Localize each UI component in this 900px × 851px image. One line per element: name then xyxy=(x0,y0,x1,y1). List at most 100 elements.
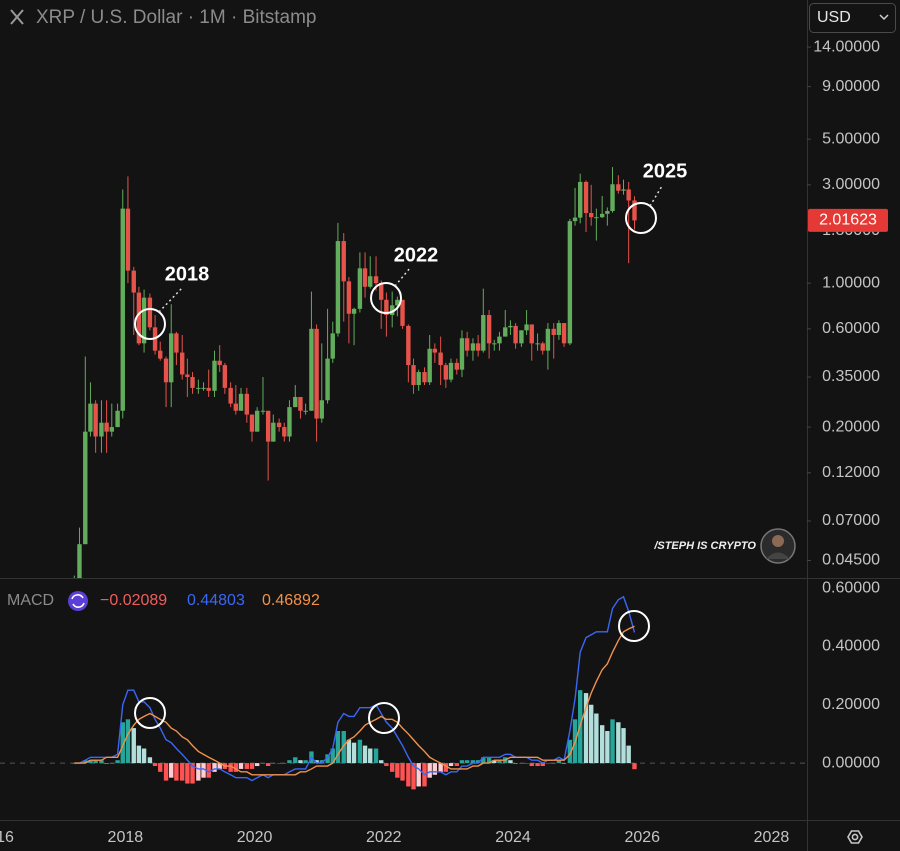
histogram-bar xyxy=(594,713,599,764)
candle-body xyxy=(88,403,93,432)
candle-body xyxy=(524,324,529,331)
histogram-bar xyxy=(244,763,250,769)
macd-value: 0.44803 xyxy=(187,592,245,609)
histogram-bar xyxy=(508,760,513,764)
histogram-bar xyxy=(83,760,88,764)
candle-body xyxy=(125,208,131,271)
settings-gear[interactable] xyxy=(847,830,863,844)
candle-body xyxy=(379,283,384,300)
histogram-bar xyxy=(616,722,621,764)
histogram-bar xyxy=(454,763,460,767)
candle-body xyxy=(578,181,583,218)
candle-body xyxy=(341,241,346,282)
histogram-bar xyxy=(104,763,109,764)
candle-body xyxy=(131,270,136,293)
axes: 14.000009.000005.000003.000001.800001.00… xyxy=(0,38,888,846)
candle-body xyxy=(486,315,492,344)
candle-body xyxy=(545,328,551,351)
candle-body xyxy=(158,350,163,359)
histogram-bar xyxy=(626,745,631,764)
candle-body xyxy=(406,325,411,366)
histogram-bar xyxy=(136,745,142,764)
candle-body xyxy=(626,189,631,201)
histogram-bar xyxy=(201,763,206,778)
y-tick-label: 1.00000 xyxy=(822,274,880,291)
y-tick-label: 0.20000 xyxy=(822,418,880,435)
histogram-bar xyxy=(621,728,626,764)
histogram-bar xyxy=(141,748,147,764)
annotation-leaders xyxy=(158,185,663,313)
candle-body xyxy=(254,410,260,432)
histogram-bar xyxy=(303,760,308,764)
close-button[interactable] xyxy=(10,9,24,25)
candle-body xyxy=(83,431,88,545)
histogram-bar xyxy=(400,763,405,781)
histogram-bar xyxy=(513,763,518,764)
y-tick-label: 0.60000 xyxy=(822,320,880,337)
candle-body xyxy=(481,315,486,351)
y-tick-label: 0.00000 xyxy=(822,754,880,771)
histogram-bar xyxy=(492,760,497,764)
histogram-bar xyxy=(190,763,195,784)
candle-body xyxy=(519,330,524,344)
annotation-circles xyxy=(134,202,657,734)
candle-body xyxy=(314,328,319,419)
candle-body xyxy=(319,400,324,419)
histogram-bar xyxy=(206,763,211,778)
candle-body xyxy=(238,393,244,411)
signal-line xyxy=(74,625,635,776)
candle-body xyxy=(416,372,421,386)
candle-body xyxy=(400,299,405,326)
candle-body xyxy=(508,325,513,328)
candle-body xyxy=(77,544,82,578)
candle-body xyxy=(513,325,518,344)
candle-body xyxy=(432,348,438,353)
candle-body xyxy=(115,410,120,428)
candle-body xyxy=(335,241,341,334)
histogram-bar xyxy=(169,763,174,778)
histogram-bar xyxy=(610,719,615,764)
candle-body xyxy=(475,343,481,351)
candle-body xyxy=(233,403,239,411)
candle-body xyxy=(556,323,562,335)
histogram-bar xyxy=(427,763,432,778)
histogram-bar xyxy=(293,757,298,764)
candle-body xyxy=(228,387,233,404)
candle-body xyxy=(605,210,610,214)
currency-dropdown[interactable]: USD xyxy=(809,3,896,33)
histogram-bar xyxy=(276,763,282,764)
candle-body xyxy=(325,358,330,401)
candle-body xyxy=(287,407,292,437)
candle-body xyxy=(368,276,373,287)
candle-body xyxy=(260,410,266,412)
candle-body xyxy=(470,343,476,351)
histogram-bar xyxy=(411,763,416,790)
histogram-bar xyxy=(319,760,324,764)
histogram-bar xyxy=(567,739,573,764)
candle-body xyxy=(303,410,308,412)
histogram-bar xyxy=(152,763,158,767)
histogram-bar xyxy=(233,763,239,772)
y-tick-label: 0.60000 xyxy=(822,579,880,596)
histogram-bar xyxy=(464,760,470,764)
candle-body xyxy=(567,221,573,344)
y-tick-label: 3.00000 xyxy=(822,176,880,193)
histogram-bar xyxy=(228,763,233,772)
x-tick-label: 2026 xyxy=(624,829,660,846)
last-price-label: 2.01623 xyxy=(819,212,877,229)
candle-body xyxy=(588,213,594,218)
histogram-bar xyxy=(357,739,363,764)
histogram-bar xyxy=(341,731,346,764)
candle-body xyxy=(551,328,556,335)
candle-body xyxy=(293,396,298,408)
candle-body xyxy=(621,189,626,191)
candle-body xyxy=(201,387,206,389)
histogram-bar xyxy=(535,763,540,767)
indicator-settings[interactable] xyxy=(68,591,88,611)
candle-body xyxy=(346,281,352,314)
histogram-bar xyxy=(196,763,201,781)
candle-body xyxy=(93,403,98,437)
candle-body xyxy=(212,360,217,391)
currency-label: USD xyxy=(817,9,851,26)
